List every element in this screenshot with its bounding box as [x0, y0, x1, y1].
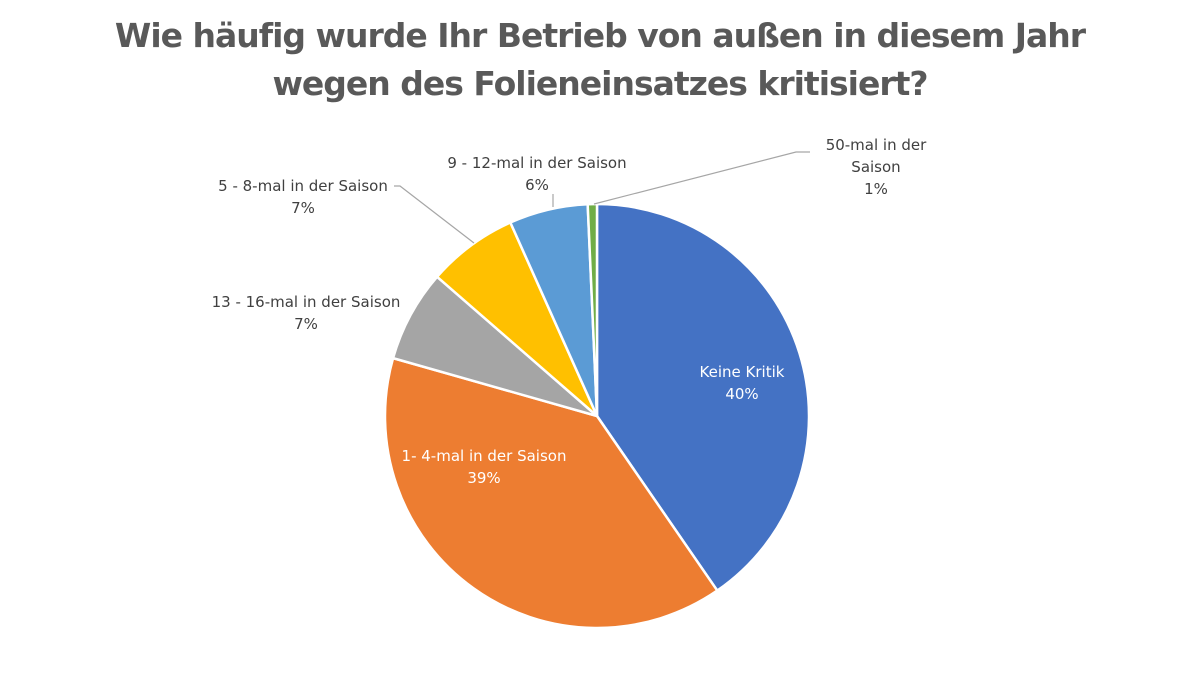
- data-label-percent: 7%: [294, 315, 318, 333]
- pie-slice: [383, 356, 719, 630]
- pie-slice: [586, 202, 599, 418]
- data-label-percent: 6%: [525, 176, 549, 194]
- data-label-category: 5 - 8-mal in der Saison: [218, 177, 388, 195]
- chart-title-line-1: Wie häufig wurde Ihr Betrieb von außen i…: [114, 16, 1086, 55]
- data-label-category: 50-mal in der: [826, 136, 927, 154]
- data-label-category: 9 - 12-mal in der Saison: [447, 154, 626, 172]
- data-label-percent: 7%: [291, 199, 315, 217]
- pie-slice: [595, 202, 811, 592]
- pie-slices: [383, 202, 811, 630]
- chart-title: Wie häufig wurde Ihr Betrieb von außen i…: [0, 12, 1200, 108]
- leader-line: [593, 151, 810, 205]
- data-label-percent: 39%: [467, 469, 500, 487]
- slice-labels: Keine Kritik 40% 1- 4-mal in der Saison 39%…: [212, 136, 928, 487]
- leader-lines: [394, 151, 810, 244]
- data-label-category: 1- 4-mal in der Saison: [402, 447, 567, 465]
- data-label-percent: 1%: [864, 180, 888, 198]
- data-label-category: Keine Kritik: [700, 363, 785, 381]
- data-label-category: 13 - 16-mal in der Saison: [212, 293, 401, 311]
- chart-title-line-2: wegen des Folieneinsatzes kritisiert?: [272, 64, 928, 103]
- data-label-percent: 40%: [725, 385, 758, 403]
- data-label-category: Saison: [851, 158, 900, 176]
- leader-line: [394, 185, 475, 244]
